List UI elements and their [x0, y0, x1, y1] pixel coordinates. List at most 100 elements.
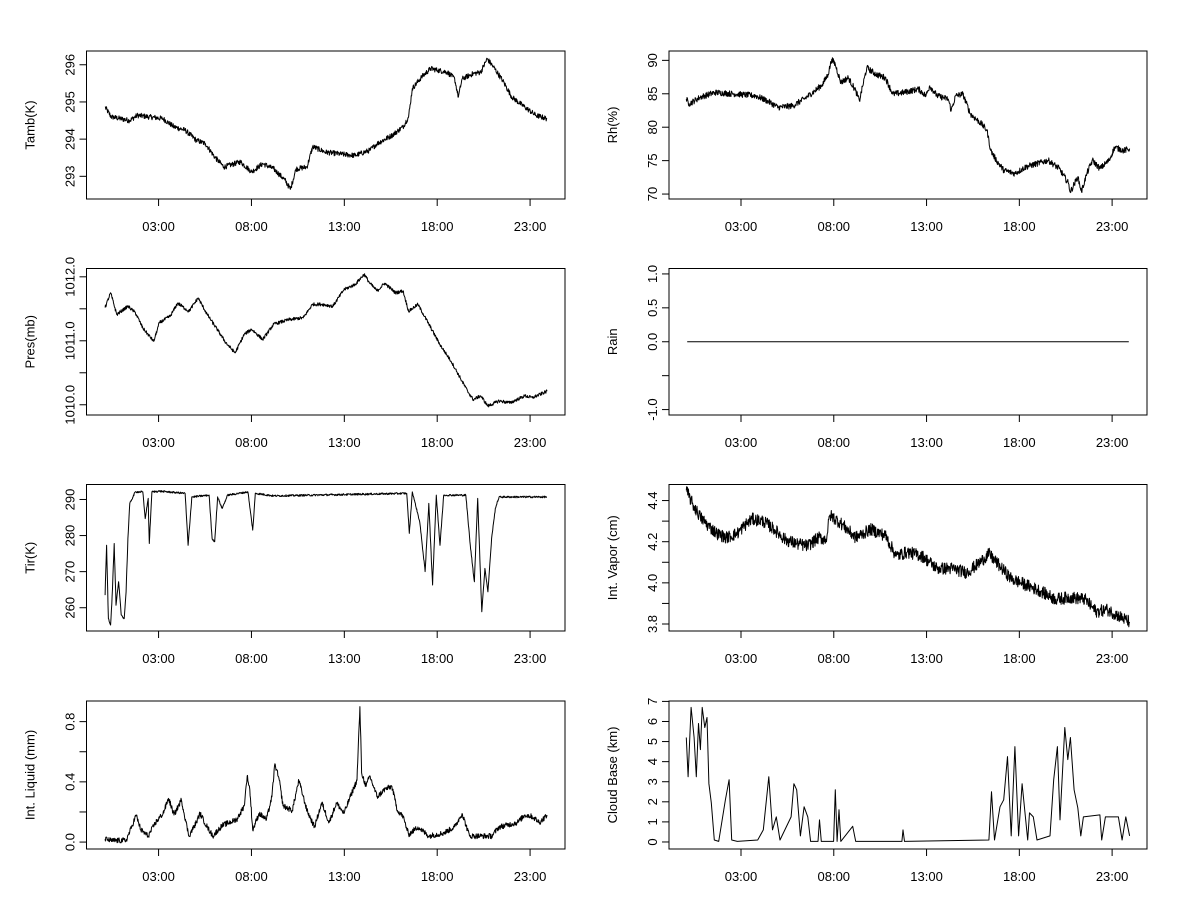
x-tick-label: 18:00: [421, 869, 454, 884]
x-tick-label: 23:00: [1096, 651, 1129, 666]
panel-tamb: 03:00 08:00 13:00 18:00 23:00 293 294 295 296 Tam…: [23, 50, 566, 234]
x-tick-label: 03:00: [142, 219, 175, 234]
y-tick-label: 2: [645, 798, 660, 805]
x-tick-label: 18:00: [1003, 435, 1036, 450]
plot-frame: [668, 50, 1148, 200]
x-tick-label: 23:00: [1096, 869, 1129, 884]
series-line-pres: [104, 273, 548, 408]
series-line-vapor: [685, 486, 1131, 628]
y-tick-label: 296: [63, 54, 78, 76]
series-line-tir: [104, 490, 548, 626]
y-tick-label: 290: [63, 489, 78, 511]
plot-frame: [668, 484, 1148, 632]
x-tick-label: 08:00: [235, 219, 268, 234]
x-tick-label: 03:00: [725, 651, 758, 666]
x-tick-label: 18:00: [1003, 651, 1036, 666]
y-tick-label: 0.5: [645, 299, 660, 317]
x-tick-label: 13:00: [910, 869, 943, 884]
y-axis-title: Cloud Base (km): [605, 727, 620, 824]
y-tick-label: 75: [645, 153, 660, 167]
x-tick-label: 08:00: [235, 869, 268, 884]
y-tick-label: 295: [63, 91, 78, 113]
y-tick-label: 293: [63, 165, 78, 187]
y-tick-label: 0: [645, 838, 660, 845]
y-axis-title: Tamb(K): [23, 100, 38, 149]
x-tick-label: 23:00: [514, 651, 547, 666]
y-tick-label: 1012.0: [63, 257, 78, 297]
y-axis-title: Int. Liquid (mm): [23, 730, 38, 820]
x-tick-label: 23:00: [514, 869, 547, 884]
x-tick-label: 13:00: [328, 651, 361, 666]
y-tick-label: 7: [645, 698, 660, 705]
x-tick-label: 03:00: [725, 219, 758, 234]
x-tick-label: 03:00: [142, 435, 175, 450]
y-tick-label: 0.0: [645, 333, 660, 351]
plot-frame: [86, 50, 566, 200]
panel-liquid: 03:00 08:00 13:00 18:00 23:00 0.0 0.4 0.8 Int. L…: [23, 700, 566, 884]
panel-rain: 03:00 08:00 13:00 18:00 23:00 -1.0 0.0 0.5 1.0 Ra…: [605, 265, 1148, 450]
panel-tir: 03:00 08:00 13:00 18:00 23:00 260 270 280 290 Tir…: [23, 484, 566, 666]
y-tick-label: 1010.0: [63, 385, 78, 425]
series-line-tamb: [104, 57, 548, 190]
y-tick-label: 4: [645, 758, 660, 765]
x-tick-label: 03:00: [725, 435, 758, 450]
y-tick-label: 4.0: [645, 574, 660, 592]
plot-frame: [668, 700, 1148, 850]
y-tick-label: 4.2: [645, 533, 660, 551]
x-tick-label: 18:00: [421, 219, 454, 234]
series-line-liquid: [104, 706, 548, 844]
x-tick-label: 18:00: [1003, 219, 1036, 234]
y-tick-label: 85: [645, 87, 660, 101]
x-tick-label: 08:00: [818, 219, 851, 234]
x-tick-label: 23:00: [1096, 219, 1129, 234]
y-tick-label: 90: [645, 53, 660, 67]
x-tick-label: 13:00: [910, 219, 943, 234]
x-tick-label: 23:00: [514, 219, 547, 234]
x-tick-label: 08:00: [818, 869, 851, 884]
x-tick-label: 18:00: [1003, 869, 1036, 884]
x-tick-label: 23:00: [1096, 435, 1129, 450]
y-tick-label: 270: [63, 561, 78, 583]
x-tick-label: 18:00: [421, 651, 454, 666]
y-tick-label: 0.8: [63, 713, 78, 731]
x-tick-label: 13:00: [910, 651, 943, 666]
y-tick-label: 4.4: [645, 492, 660, 510]
y-axis-title: Rain: [605, 328, 620, 355]
x-tick-label: 03:00: [142, 651, 175, 666]
x-tick-label: 13:00: [328, 869, 361, 884]
x-tick-label: 23:00: [514, 435, 547, 450]
y-tick-label: 5: [645, 738, 660, 745]
panel-cloud: 03:00 08:00 13:00 18:00 23:00 0 1 2 3 4 5 6 7 Cloud B…: [605, 698, 1148, 884]
y-tick-label: 80: [645, 120, 660, 134]
panel-rh: 03:00 08:00 13:00 18:00 23:00 70 75 80 85 90 Rh(%): [605, 50, 1148, 234]
panel-vapor: 03:00 08:00 13:00 18:00 23:00 3.8 4.0 4.2 4.4 Int…: [605, 484, 1148, 666]
y-tick-label: 70: [645, 187, 660, 201]
x-tick-label: 08:00: [818, 651, 851, 666]
y-axis-title: Tir(K): [23, 542, 38, 574]
y-axis-title: Pres(mb): [23, 315, 38, 368]
y-tick-label: 1011.0: [63, 321, 78, 360]
y-tick-label: 294: [63, 128, 78, 150]
series-line-rh: [685, 57, 1131, 194]
y-tick-label: 260: [63, 597, 78, 619]
panel-pres: 03:00 08:00 13:00 18:00 23:00 1010.0 1011.0 101…: [23, 257, 566, 450]
x-tick-label: 03:00: [142, 869, 175, 884]
y-tick-label: 280: [63, 525, 78, 547]
x-tick-label: 08:00: [818, 435, 851, 450]
plot-frame: [86, 700, 566, 850]
plot-frame: [86, 484, 566, 632]
y-tick-label: 0.4: [63, 773, 78, 791]
x-tick-label: 18:00: [421, 435, 454, 450]
y-tick-label: 1.0: [645, 265, 660, 283]
y-tick-label: 3.8: [645, 615, 660, 633]
x-tick-label: 03:00: [725, 869, 758, 884]
x-tick-label: 13:00: [328, 435, 361, 450]
y-tick-label: 1: [645, 818, 660, 825]
y-tick-label: -1.0: [645, 398, 660, 420]
y-tick-label: 3: [645, 778, 660, 785]
y-axis-title: Int. Vapor (cm): [605, 515, 620, 600]
x-tick-label: 13:00: [910, 435, 943, 450]
y-axis-title: Rh(%): [605, 107, 620, 144]
series-line-cloud: [685, 706, 1131, 842]
